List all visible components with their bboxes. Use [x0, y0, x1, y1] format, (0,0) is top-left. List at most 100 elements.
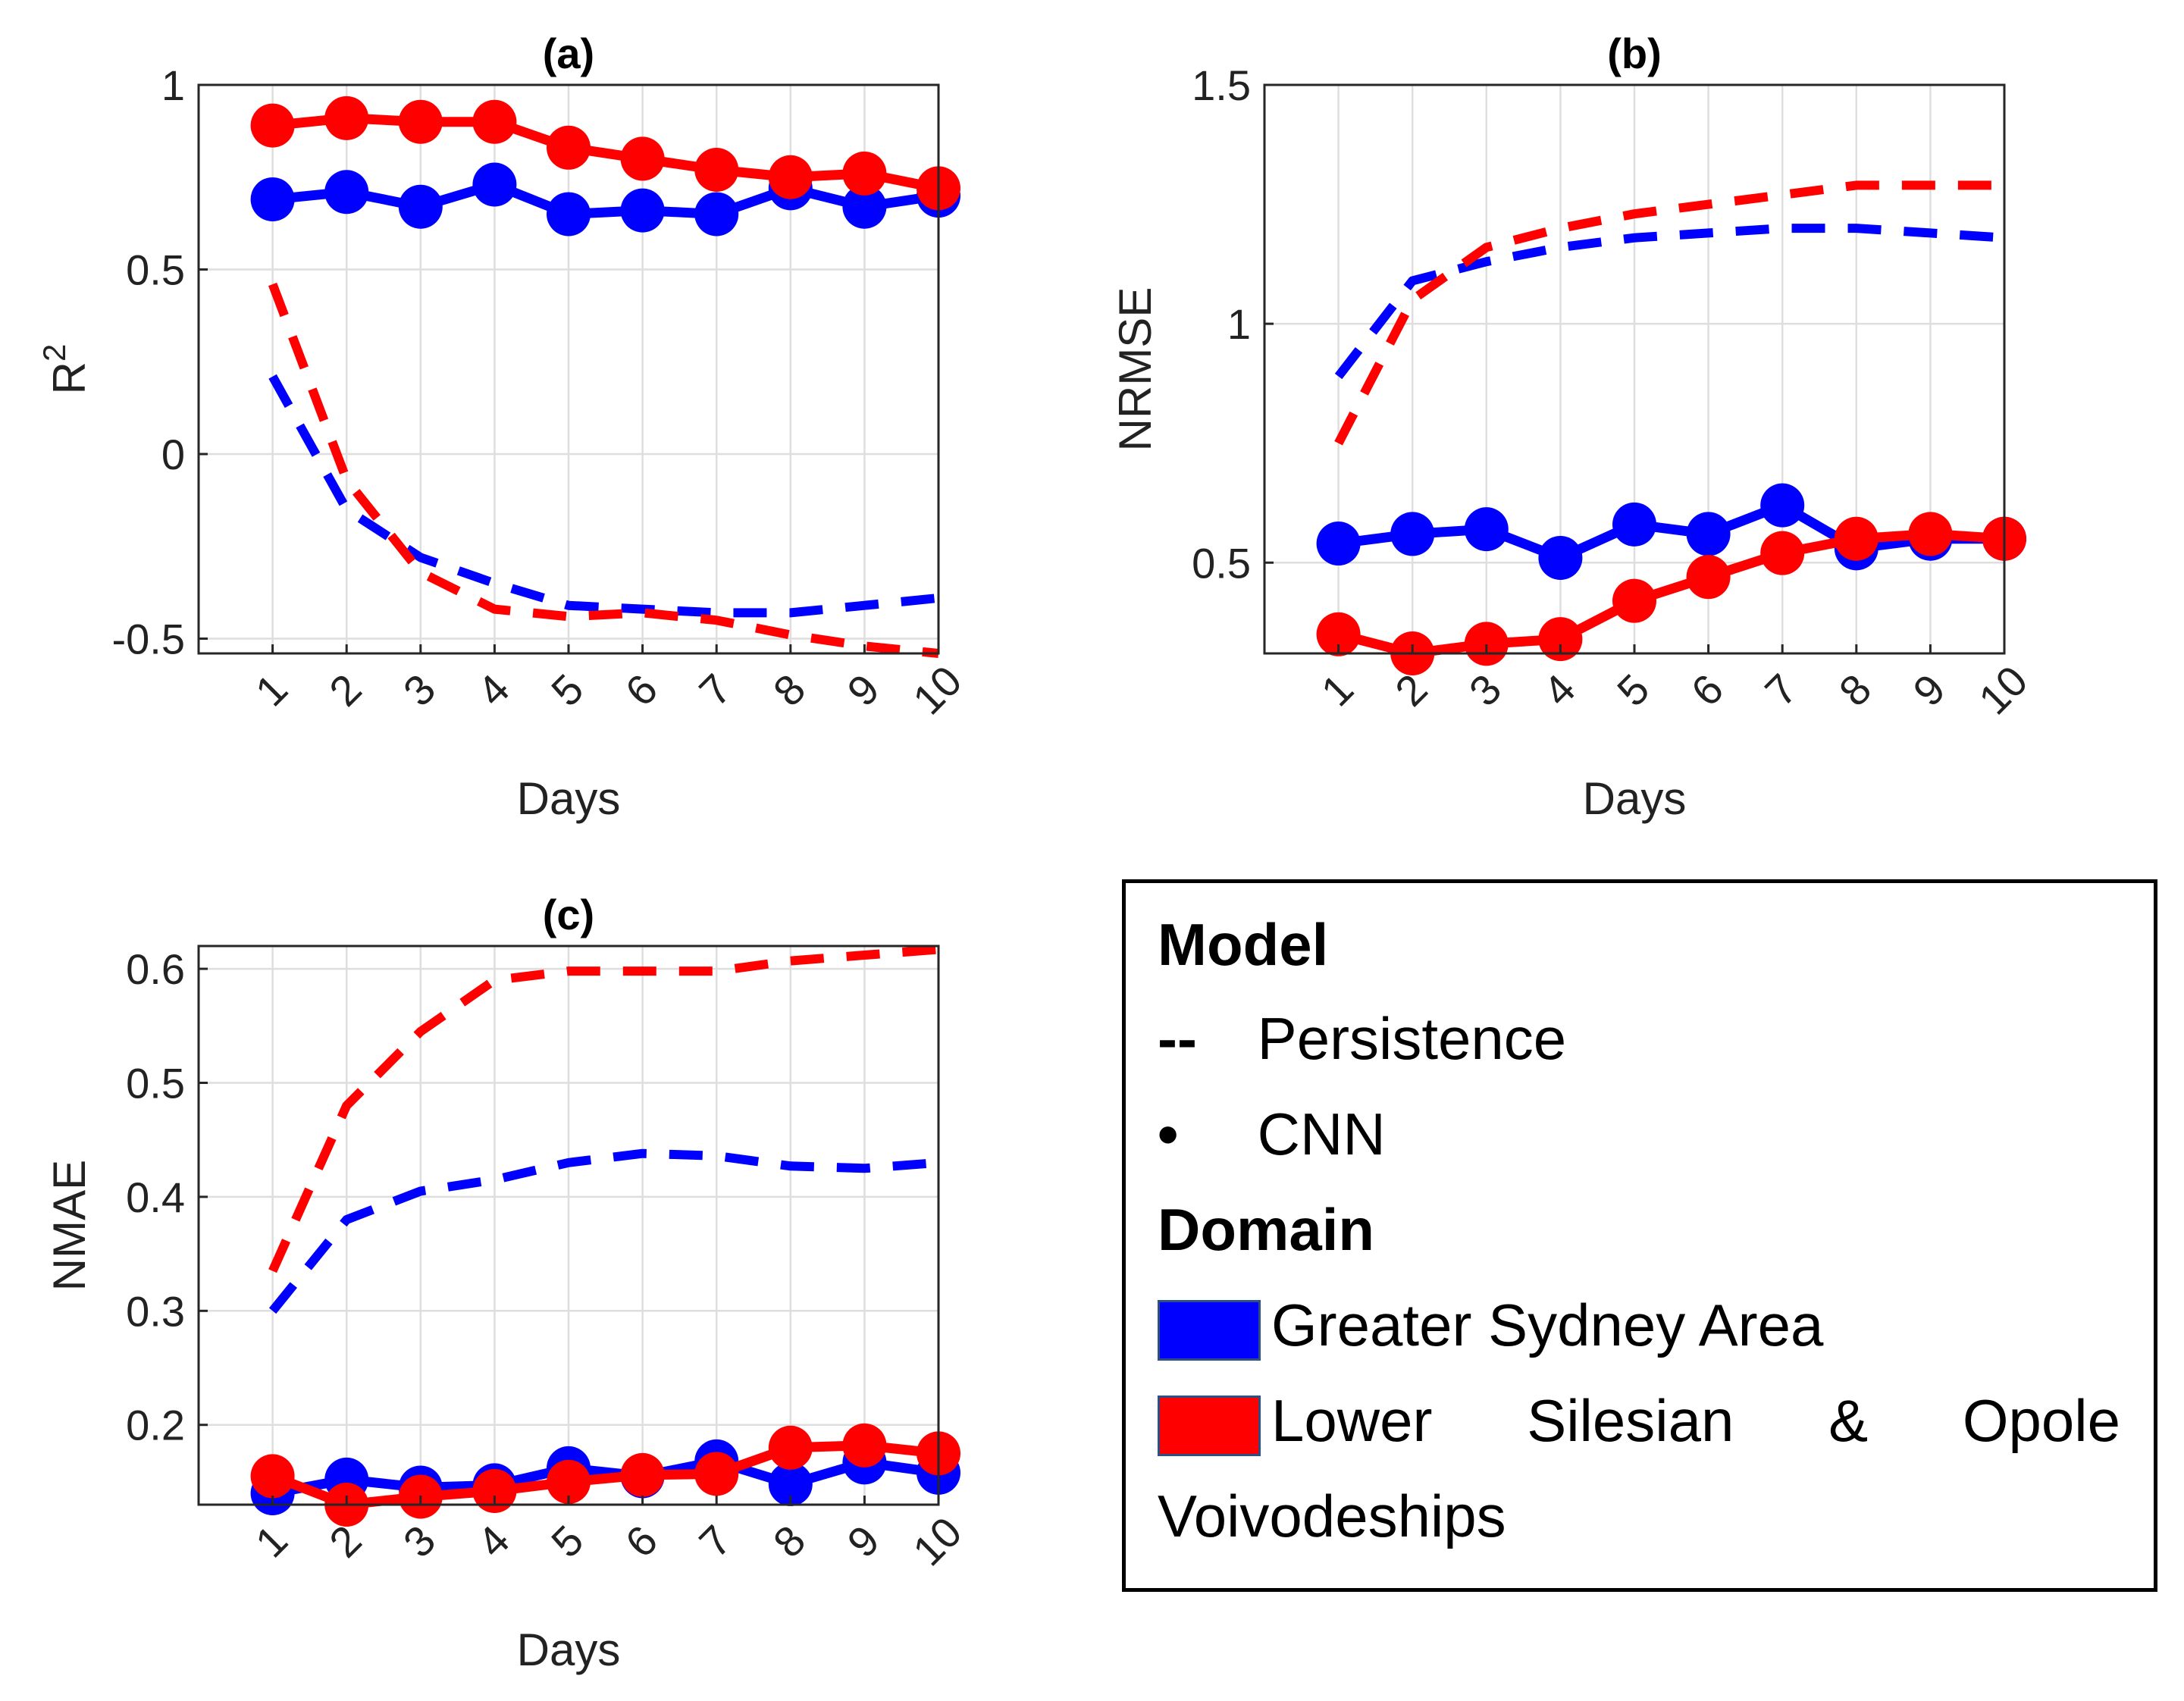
legend-silesia-word: Opole [1962, 1387, 2120, 1454]
data-point-cnn-silesia [694, 148, 739, 193]
x-tick-label: 3 [394, 665, 445, 716]
legend-cnn-symbol: • [1158, 1101, 1179, 1167]
data-point-cnn-silesia [1612, 578, 1656, 623]
x-tick-label: 6 [1682, 665, 1733, 716]
data-point-cnn-silesia [842, 151, 887, 196]
data-point-cnn-sydney [250, 177, 295, 221]
x-tick-label: 4 [468, 665, 519, 716]
series-line-cnn-sydney [1337, 500, 2004, 563]
x-tick-label: 10 [904, 656, 971, 724]
data-point-cnn-silesia [1464, 622, 1509, 666]
x-tick-label: 7 [1756, 665, 1806, 716]
x-tick-label: 9 [838, 665, 888, 716]
data-point-cnn-sydney [1464, 507, 1509, 552]
data-point-cnn-sydney [620, 188, 665, 233]
x-tick-label: 10 [1969, 656, 2037, 724]
legend-silesia-word: & [1828, 1387, 1869, 1454]
x-axis-label: Days [517, 773, 621, 824]
x-tick-label: 8 [764, 1516, 815, 1567]
x-axis-label: Days [1583, 773, 1687, 824]
legend-persistence-label: Persistence [1257, 1005, 1567, 1072]
data-point-cnn-silesia [1834, 516, 1878, 561]
x-tick-label: 5 [542, 1516, 593, 1567]
data-point-cnn-silesia [1908, 512, 1953, 556]
data-point-cnn-silesia [768, 155, 813, 199]
y-tick-label: 0.5 [1192, 539, 1251, 587]
data-point-cnn-silesia [472, 1468, 517, 1513]
legend-swatch-silesia [1158, 1396, 1261, 1456]
data-point-cnn-silesia [547, 125, 591, 170]
y-tick-label: 0.3 [126, 1287, 185, 1335]
x-tick-label: 6 [616, 665, 667, 716]
legend-silesia-word: Lower [1271, 1387, 1433, 1454]
y-tick-label: -0.5 [112, 616, 186, 663]
x-tick-label: 7 [690, 665, 741, 716]
y-tick-label: 0.2 [126, 1402, 185, 1449]
series-line-persistence-sydney [268, 374, 939, 618]
x-tick-label: 9 [838, 1516, 888, 1567]
legend-domain-heading: Domain [1158, 1196, 1375, 1263]
data-point-cnn-sydney [1316, 522, 1361, 566]
data-point-cnn-sydney [694, 192, 739, 237]
x-tick-label: 4 [1534, 665, 1584, 716]
data-point-cnn-silesia [250, 103, 295, 148]
chart-title: (b) [1607, 30, 1662, 77]
data-point-cnn-sydney [1612, 502, 1656, 547]
x-tick-label: 4 [468, 1516, 519, 1567]
x-tick-label: 2 [320, 665, 371, 716]
data-point-cnn-silesia [768, 1425, 813, 1470]
series-line-cnn-silesia [271, 113, 940, 193]
data-point-cnn-silesia [1538, 617, 1583, 662]
x-tick-label: 8 [764, 665, 815, 716]
data-point-cnn-silesia [842, 1423, 887, 1468]
series-line-cnn-silesia [1336, 528, 2005, 659]
x-tick-label: 3 [1460, 665, 1511, 716]
x-tick-label: 6 [616, 1516, 667, 1567]
data-point-cnn-sydney [1390, 512, 1435, 556]
legend-item-cnn: • CNN [1158, 1100, 1386, 1169]
chart-title: (a) [543, 30, 594, 77]
data-point-cnn-sydney [1686, 512, 1731, 556]
legend-silesia-line1: Lower Silesian & Opole [1271, 1386, 2120, 1455]
chart-title: (c) [543, 891, 594, 938]
x-tick-label: 7 [690, 1516, 741, 1567]
data-point-cnn-silesia [1316, 612, 1361, 656]
data-point-cnn-sydney [1538, 535, 1583, 580]
x-tick-label: 3 [394, 1516, 445, 1567]
y-axis-label: NRMSE [1110, 287, 1161, 452]
data-point-cnn-silesia [250, 1454, 295, 1499]
series-line-cnn-silesia [271, 1440, 939, 1510]
y-tick-label: 0.6 [126, 945, 185, 993]
x-tick-label: 8 [1830, 665, 1881, 716]
data-point-cnn-sydney [324, 170, 369, 215]
x-tick-label: 5 [542, 665, 593, 716]
legend-model-heading: Model [1158, 911, 1329, 978]
y-axis-label-superscript: 2 [36, 344, 72, 362]
legend-item-persistence: -- Persistence [1158, 1004, 1566, 1073]
series-line-cnn-sydney [271, 1456, 939, 1499]
x-tick-label: 1 [246, 665, 297, 716]
data-point-cnn-silesia [472, 99, 517, 144]
y-tick-label: 0 [161, 431, 185, 478]
data-point-cnn-sydney [398, 184, 443, 229]
data-point-cnn-silesia [1760, 531, 1805, 575]
series-line-persistence-silesia [268, 282, 939, 658]
y-axis-label: NMAE [44, 1160, 95, 1291]
legend: Model -- Persistence • CNN Domain Greate… [1122, 879, 2157, 1592]
y-axis-label: R2 [36, 344, 95, 395]
y-tick-label: 0.5 [126, 1059, 185, 1107]
legend-sydney-label: Greater Sydney Area [1271, 1292, 1824, 1358]
legend-swatch-sydney [1158, 1300, 1261, 1361]
legend-persistence-symbol: -- [1158, 1005, 1197, 1072]
series-line-cnn-sydney [271, 180, 939, 219]
data-point-cnn-silesia [324, 96, 369, 140]
x-axis-label: Days [517, 1624, 621, 1675]
y-tick-label: 1 [161, 61, 185, 109]
data-point-cnn-silesia [620, 136, 665, 181]
data-point-cnn-sydney [472, 162, 517, 207]
x-tick-label: 5 [1608, 665, 1659, 716]
